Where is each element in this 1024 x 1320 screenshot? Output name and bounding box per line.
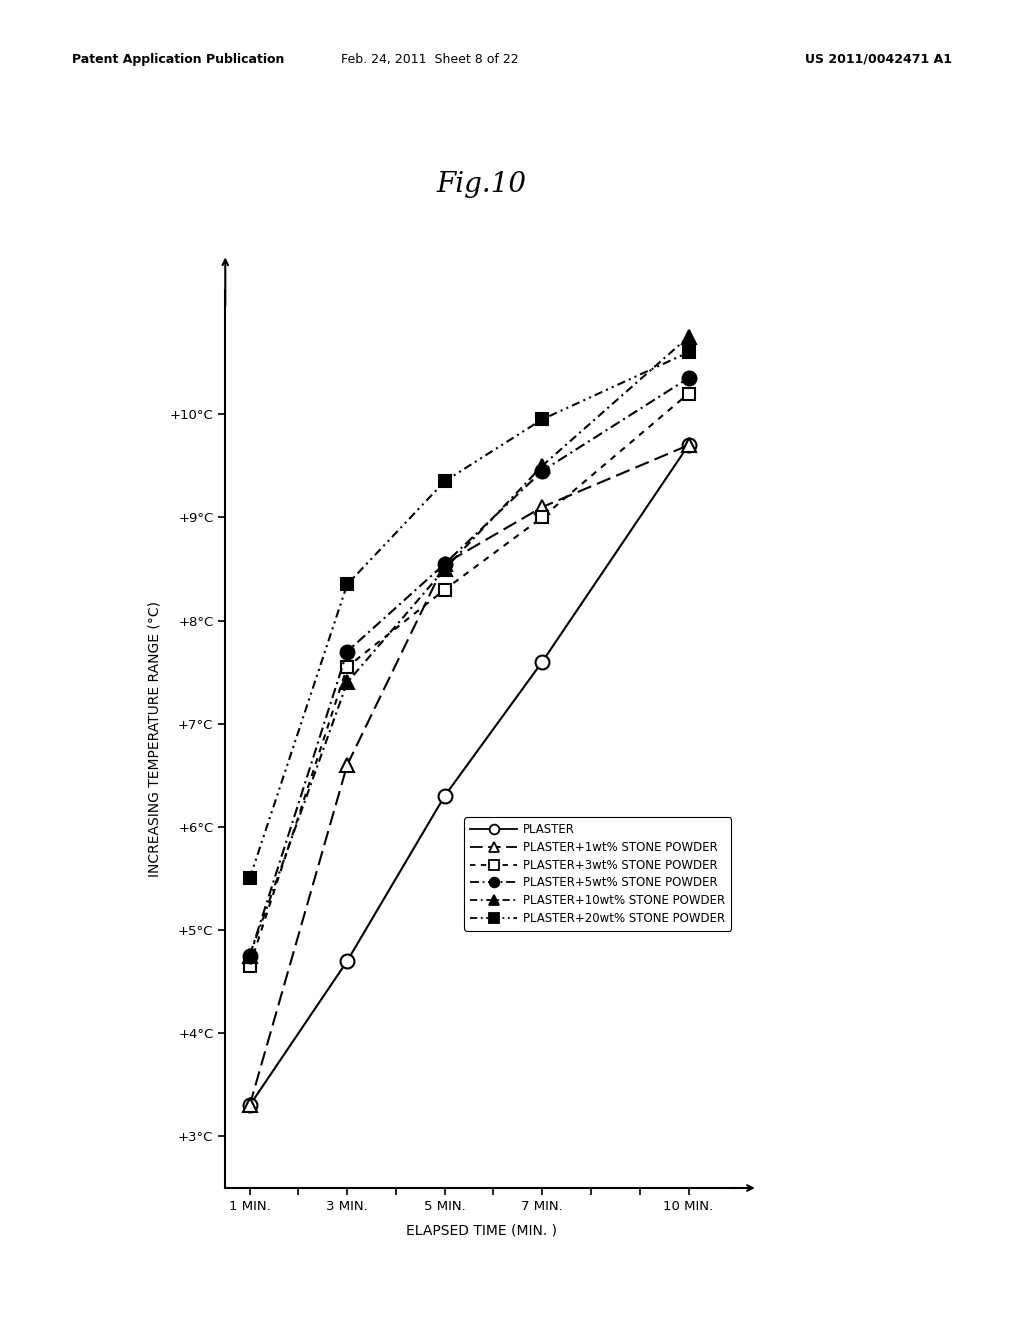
PLASTER+10wt% STONE POWDER: [682, 329, 694, 345]
PLASTER: [438, 788, 451, 804]
PLASTER+3wt% STONE POWDER: [438, 582, 451, 598]
PLASTER+1wt% STONE POWDER: [682, 437, 694, 453]
PLASTER+3wt% STONE POWDER: [244, 958, 256, 974]
Line: PLASTER: PLASTER: [243, 438, 695, 1113]
PLASTER+1wt% STONE POWDER: [537, 499, 549, 515]
PLASTER+20wt% STONE POWDER: [537, 412, 549, 428]
PLASTER+1wt% STONE POWDER: [341, 758, 353, 774]
PLASTER: [682, 437, 694, 453]
PLASTER+3wt% STONE POWDER: [341, 659, 353, 675]
Legend: PLASTER, PLASTER+1wt% STONE POWDER, PLASTER+3wt% STONE POWDER, PLASTER+5wt% STON: PLASTER, PLASTER+1wt% STONE POWDER, PLAS…: [464, 817, 731, 931]
PLASTER+20wt% STONE POWDER: [682, 345, 694, 360]
PLASTER+10wt% STONE POWDER: [244, 948, 256, 964]
PLASTER: [244, 1097, 256, 1113]
PLASTER+3wt% STONE POWDER: [537, 510, 549, 525]
PLASTER+10wt% STONE POWDER: [537, 458, 549, 474]
Line: PLASTER+3wt% STONE POWDER: PLASTER+3wt% STONE POWDER: [244, 387, 694, 973]
PLASTER+1wt% STONE POWDER: [438, 556, 451, 572]
PLASTER+20wt% STONE POWDER: [341, 577, 353, 593]
PLASTER+20wt% STONE POWDER: [438, 474, 451, 490]
PLASTER+20wt% STONE POWDER: [244, 871, 256, 887]
PLASTER+5wt% STONE POWDER: [537, 463, 549, 479]
Text: US 2011/0042471 A1: US 2011/0042471 A1: [805, 53, 952, 66]
PLASTER: [537, 653, 549, 669]
Text: Feb. 24, 2011  Sheet 8 of 22: Feb. 24, 2011 Sheet 8 of 22: [341, 53, 519, 66]
Line: PLASTER+5wt% STONE POWDER: PLASTER+5wt% STONE POWDER: [243, 371, 695, 962]
PLASTER+5wt% STONE POWDER: [244, 948, 256, 964]
PLASTER+5wt% STONE POWDER: [682, 370, 694, 385]
X-axis label: ELAPSED TIME (MIN. ): ELAPSED TIME (MIN. ): [406, 1224, 557, 1238]
Line: PLASTER+1wt% STONE POWDER: PLASTER+1wt% STONE POWDER: [243, 438, 695, 1113]
PLASTER+10wt% STONE POWDER: [341, 675, 353, 690]
PLASTER+5wt% STONE POWDER: [341, 644, 353, 660]
PLASTER+5wt% STONE POWDER: [438, 556, 451, 572]
Y-axis label: INCREASING TEMPERATURE RANGE (°C): INCREASING TEMPERATURE RANGE (°C): [147, 601, 162, 878]
PLASTER+3wt% STONE POWDER: [682, 385, 694, 401]
PLASTER+1wt% STONE POWDER: [244, 1097, 256, 1113]
Text: Fig.10: Fig.10: [436, 172, 526, 198]
PLASTER+10wt% STONE POWDER: [438, 561, 451, 577]
Line: PLASTER+20wt% STONE POWDER: PLASTER+20wt% STONE POWDER: [244, 346, 694, 884]
Text: Patent Application Publication: Patent Application Publication: [72, 53, 284, 66]
Line: PLASTER+10wt% STONE POWDER: PLASTER+10wt% STONE POWDER: [243, 330, 695, 962]
PLASTER: [341, 953, 353, 969]
